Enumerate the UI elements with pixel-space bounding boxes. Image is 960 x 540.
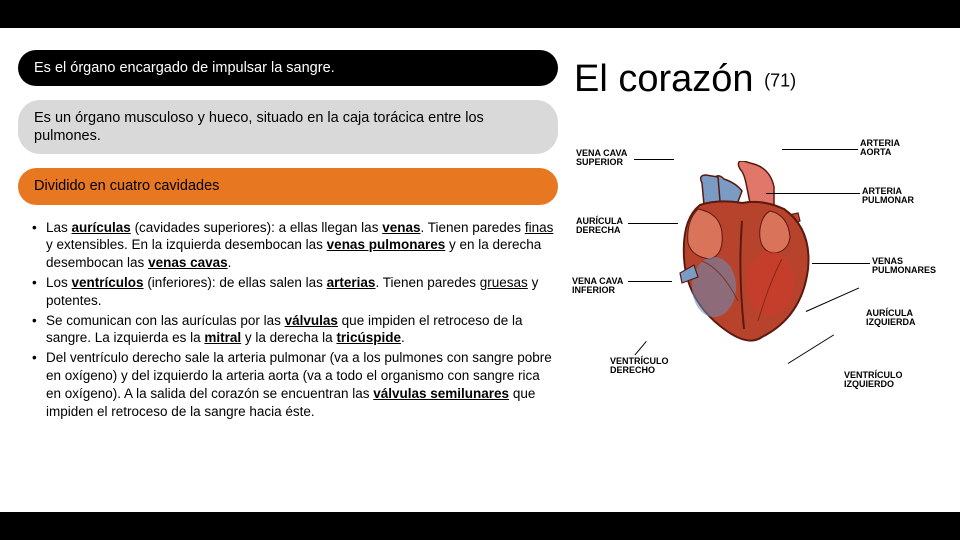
right-column: El corazón (71): [570, 50, 942, 502]
left-column: Es el órgano encargado de impulsar la sa…: [18, 50, 558, 502]
bullet-item: Las aurículas (cavidades superiores): a …: [46, 219, 554, 272]
bullet-text: Los ventrículos (inferiores): de ellas s…: [46, 275, 538, 308]
bullet-text: Se comunican con las aurículas por las v…: [46, 313, 523, 346]
pill-definition-1: Es el órgano encargado de impulsar la sa…: [18, 50, 558, 86]
label-venas-pulmonares: VENASPULMONARES: [872, 257, 936, 276]
top-bar: [0, 0, 960, 28]
label-arteria-pulmonar: ARTERIAPULMONAR: [862, 187, 914, 206]
label-vena-cava-inferior: VENA CAVAINFERIOR: [572, 277, 623, 296]
title-suffix: (71): [764, 70, 796, 90]
heart-svg: [662, 161, 832, 351]
bullet-item: Se comunican con las aurículas por las v…: [46, 312, 554, 348]
heart-diagram: VENA CAVASUPERIOR AURÍCULADERECHA VENA C…: [570, 109, 942, 502]
pill-definition-2: Es un órgano musculoso y hueco, situado …: [18, 100, 558, 154]
bottom-bar: [0, 512, 960, 540]
pill-text: Es el órgano encargado de impulsar la sa…: [34, 60, 335, 76]
pill-text: Dividido en cuatro cavidades: [34, 178, 219, 194]
page-title: El corazón (71): [570, 58, 942, 101]
label-ventriculo-izquierdo: VENTRÍCULOIZQUIERDO: [844, 371, 903, 390]
title-main: El corazón: [574, 58, 754, 100]
pill-text: Es un órgano musculoso y hueco, situado …: [34, 110, 484, 144]
bullet-item: Los ventrículos (inferiores): de ellas s…: [46, 274, 554, 310]
pill-definition-3: Dividido en cuatro cavidades: [18, 168, 558, 204]
bullet-text: Del ventrículo derecho sale la arteria p…: [46, 350, 552, 418]
bullet-list: Las aurículas (cavidades superiores): a …: [18, 219, 558, 421]
slide-content: Es el órgano encargado de impulsar la sa…: [0, 28, 960, 512]
bullet-text: Las aurículas (cavidades superiores): a …: [46, 220, 553, 271]
bullet-item: Del ventrículo derecho sale la arteria p…: [46, 349, 554, 420]
label-ventriculo-derecho: VENTRÍCULODERECHO: [610, 357, 669, 376]
label-auricula-derecha: AURÍCULADERECHA: [576, 217, 623, 236]
label-arteria-aorta: ARTERIAAORTA: [860, 139, 900, 158]
label-vena-cava-superior: VENA CAVASUPERIOR: [576, 149, 627, 168]
label-auricula-izquierda: AURÍCULAIZQUIERDA: [866, 309, 916, 328]
